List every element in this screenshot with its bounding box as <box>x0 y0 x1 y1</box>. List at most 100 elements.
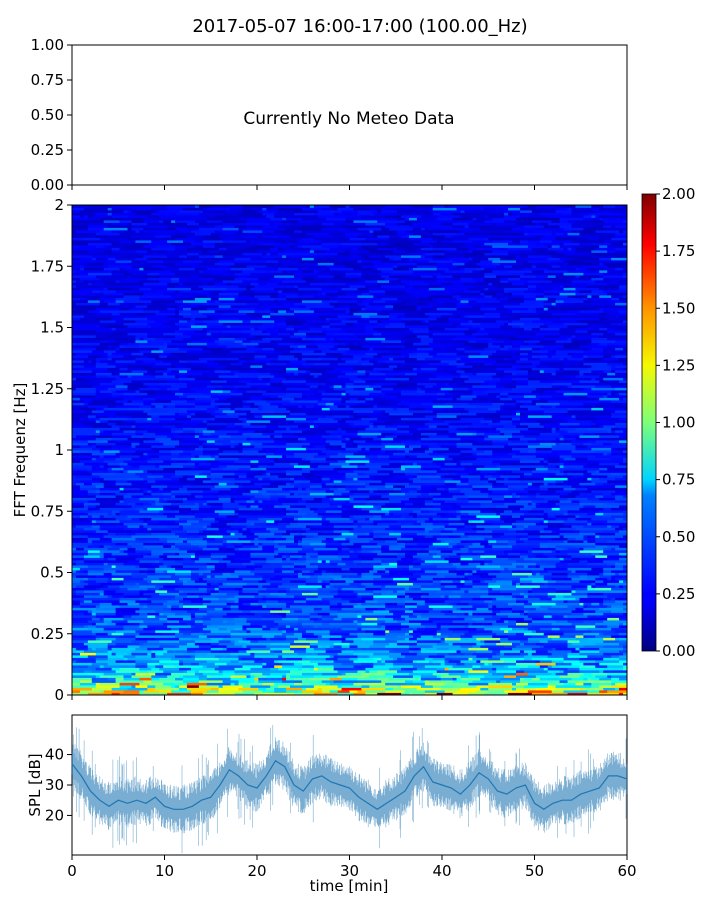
spectrogram-cell <box>587 655 612 658</box>
spectrogram-cell <box>595 692 620 696</box>
spectrogram-cell <box>155 687 180 691</box>
spectrogram-cell <box>258 450 275 453</box>
spectrogram-cell <box>361 560 382 563</box>
spectrogram-cell <box>575 515 580 518</box>
spectrogram-cell <box>500 475 509 478</box>
spectrogram-cell <box>401 507 422 511</box>
spectrogram-cell <box>401 622 422 626</box>
spectrogram-cell <box>242 517 247 521</box>
spectrogram-cell <box>416 530 426 533</box>
spectrogram-cell <box>405 545 430 548</box>
spectrogram-cell <box>385 662 394 666</box>
spectrogram-cell <box>508 477 517 481</box>
spectrogram-cell <box>349 497 354 501</box>
spectrogram-cell <box>603 512 624 516</box>
spectrogram-cell <box>246 515 271 518</box>
spectrogram-cell <box>591 602 600 606</box>
spectrogram-cell <box>345 460 370 463</box>
spectrogram-cell <box>535 495 561 498</box>
spectrogram-cell <box>131 672 136 676</box>
spectrogram-cell <box>595 482 604 486</box>
spectrogram-cell <box>147 575 172 578</box>
spectrogram-cell <box>460 640 481 643</box>
spectrogram-cell <box>290 510 295 513</box>
spectrogram-cell <box>254 677 259 681</box>
spectrogram-cell <box>440 675 461 678</box>
spectrogram-cell <box>270 592 287 596</box>
spectrogram-cell <box>547 665 553 668</box>
spectrogram-cell <box>567 620 584 623</box>
spectrogram-cell <box>599 552 620 556</box>
spectrogram-cell <box>619 650 628 653</box>
spectrogram-cell <box>297 667 303 671</box>
spectrogram-cell <box>274 620 299 623</box>
spectrogram-cell <box>131 530 148 533</box>
spectrogram-cell <box>301 680 319 683</box>
spectrogram-cell <box>119 585 140 588</box>
spectrogram-cell <box>408 457 434 461</box>
spectrogram-cell <box>349 632 358 636</box>
spectrogram-cell <box>115 500 120 503</box>
spectrogram-cell <box>559 432 584 436</box>
spectrogram-cell <box>341 687 362 691</box>
spectrogram-cell <box>500 565 517 568</box>
spectrogram-cell <box>424 530 430 533</box>
spectrogram-cell <box>131 400 144 403</box>
spectrogram-cell <box>286 447 307 451</box>
spectrogram-cell <box>583 442 592 446</box>
spectrogram-cell <box>147 487 160 491</box>
spectrogram-cell <box>91 467 109 471</box>
spectrogram-cell <box>393 675 414 678</box>
spectrogram-cell <box>357 645 370 648</box>
spectrogram-cell <box>238 687 259 691</box>
spectrogram-cell <box>266 522 279 526</box>
spectrogram-cell <box>393 422 406 426</box>
spectrogram-cell <box>333 585 358 588</box>
spectrogram-cell <box>369 550 374 553</box>
spectrogram-cell <box>175 435 196 438</box>
spectrogram-cell <box>393 612 414 616</box>
spectrogram-cell <box>246 612 255 616</box>
spectrogram-cell <box>72 455 93 458</box>
spectrogram-cell <box>547 585 572 588</box>
spectrogram-cell <box>496 427 505 431</box>
spectrogram-cell <box>155 462 172 466</box>
spectrogram-cell <box>250 550 275 553</box>
spectrogram-cell <box>381 440 402 443</box>
spectrogram-cell <box>115 495 124 498</box>
spectrogram-cell <box>111 447 124 451</box>
spectrogram-cell <box>401 515 406 518</box>
spectrogram-cell <box>238 605 263 608</box>
spectrogram-cell <box>492 535 501 538</box>
spectrogram-cell <box>297 575 311 578</box>
spectrogram-cell <box>555 442 560 446</box>
spectrogram-cell <box>559 427 576 431</box>
spectrogram-cell <box>313 510 327 513</box>
spectrogram-cell <box>286 625 291 628</box>
spectrogram-cell <box>87 620 105 623</box>
spectrogram-cell <box>448 627 461 631</box>
spectrogram-cell <box>72 635 97 638</box>
spectrogram-cell <box>321 585 327 588</box>
spectrogram-cell <box>496 480 501 483</box>
spectrogram-cell <box>397 542 406 546</box>
spectrogram-cell <box>95 497 101 501</box>
spectrogram-cell <box>329 585 335 588</box>
spectrogram-cell <box>95 647 109 651</box>
spectrogram-cell <box>456 542 473 546</box>
spectrogram-cell <box>186 580 196 583</box>
spectrogram-cell <box>353 497 366 501</box>
spectrogram-cell <box>452 590 465 593</box>
spectrogram-cell <box>143 505 164 508</box>
spectrogram-cell <box>230 652 251 656</box>
spectrogram-cell <box>527 427 541 431</box>
spectrogram-cell <box>464 580 473 583</box>
spectrogram-cell <box>226 515 239 518</box>
spectrogram-cell <box>99 455 105 458</box>
spectrogram-cell <box>242 612 247 616</box>
spectrogram-cell <box>115 590 140 593</box>
spectrogram-cell <box>143 452 148 456</box>
spectrogram-cell <box>365 455 378 458</box>
spectrogram-cell <box>238 442 243 446</box>
spectrogram-cell <box>456 397 461 401</box>
